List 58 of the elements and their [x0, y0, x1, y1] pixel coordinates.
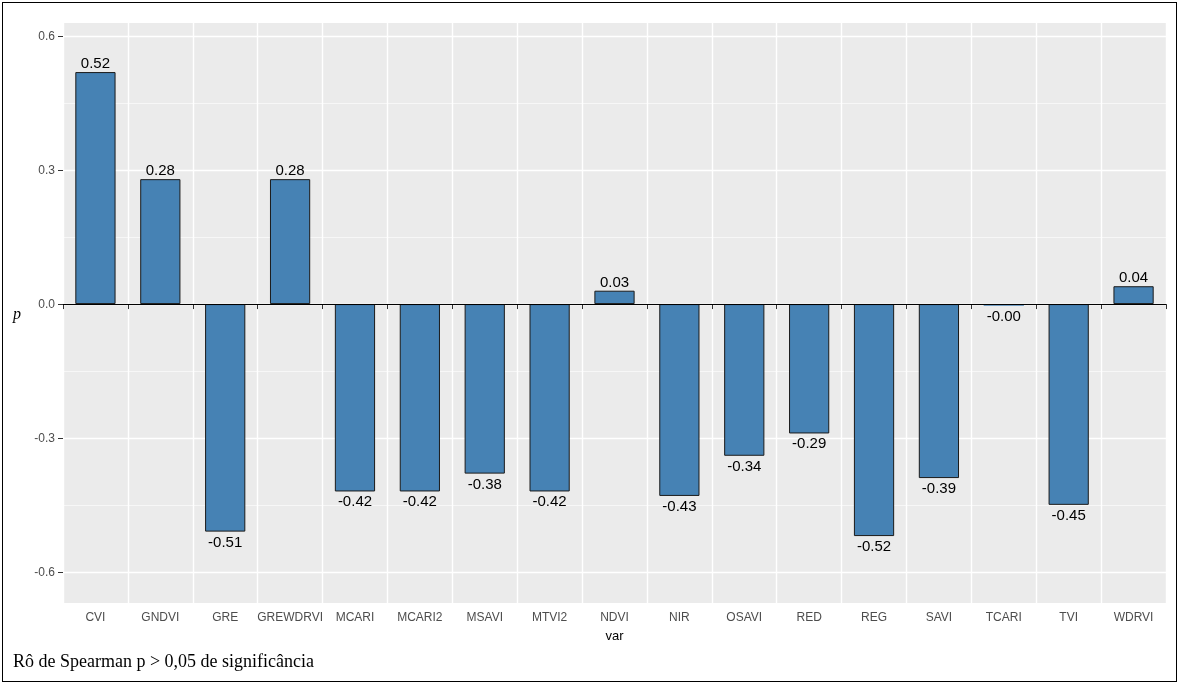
data-label: -0.52 — [856, 537, 892, 555]
y-tick-label: 0.6 — [38, 29, 56, 44]
x-tick-label: RED — [796, 610, 823, 624]
data-label: -0.45 — [1051, 505, 1086, 523]
y-axis-title: p — [12, 304, 21, 323]
data-label: -0.00 — [986, 306, 1021, 324]
bar — [529, 304, 570, 492]
data-label: 0.28 — [275, 161, 305, 179]
data-label: -0.39 — [921, 479, 957, 497]
text: Rô de Spearman p > 0,05 de significância — [13, 651, 315, 672]
y-tick-label: -0.6 — [34, 564, 56, 579]
x-tick-label: OSAVI — [726, 610, 763, 624]
data-label: 0.52 — [80, 54, 111, 72]
data-label: -0.34 — [727, 456, 762, 474]
data-label: -0.51 — [208, 532, 243, 550]
x-tick-label: NDVI — [600, 610, 629, 624]
data-label: 0.03 — [599, 272, 630, 290]
x-tick-label: GRE — [212, 610, 239, 624]
bar — [724, 304, 765, 456]
bar — [399, 304, 440, 492]
data-label: -0.42 — [532, 492, 567, 510]
x-tick-label: GNDVI — [141, 610, 180, 624]
y-tick-label: -0.3 — [34, 430, 56, 445]
x-tick-label: GREWDRVI — [257, 610, 323, 624]
x-tick-label: REG — [861, 610, 888, 624]
bar — [918, 304, 960, 479]
bar — [594, 290, 635, 305]
bar — [853, 304, 895, 537]
x-tick-label: NIR — [669, 610, 691, 624]
bar — [659, 304, 700, 496]
bar — [140, 179, 181, 305]
data-label: -0.38 — [467, 474, 502, 492]
bar — [334, 304, 376, 492]
bar — [1113, 286, 1154, 305]
x-tick-label: MTVI2 — [531, 610, 568, 624]
x-tick-label: CVI — [85, 610, 106, 624]
bar — [75, 72, 116, 305]
x-tick-label: TVI — [1059, 610, 1079, 624]
data-label: 0.04 — [1118, 268, 1149, 286]
data-label: 0.28 — [145, 161, 175, 179]
data-label: -0.42 — [337, 492, 373, 510]
bar — [789, 304, 830, 434]
bar — [464, 304, 505, 474]
x-tick-label: WDRVI — [1113, 610, 1154, 624]
y-tick-label: 0.3 — [38, 163, 56, 178]
data-label: -0.29 — [792, 434, 827, 452]
x-tick-label: TCARI — [985, 610, 1022, 624]
x-tick-label: MCARI — [335, 610, 375, 624]
x-tick-label: MCARI2 — [397, 610, 443, 624]
data-label: -0.43 — [662, 496, 697, 514]
bar — [1048, 304, 1089, 505]
data-label: -0.42 — [402, 492, 437, 510]
x-tick-label: SAVI — [925, 610, 953, 624]
y-tick-label: 0.0 — [38, 297, 56, 312]
bar — [205, 304, 246, 532]
x-axis-title: var — [605, 628, 625, 643]
bar — [269, 179, 311, 305]
x-tick-label: MSAVI — [466, 610, 503, 624]
